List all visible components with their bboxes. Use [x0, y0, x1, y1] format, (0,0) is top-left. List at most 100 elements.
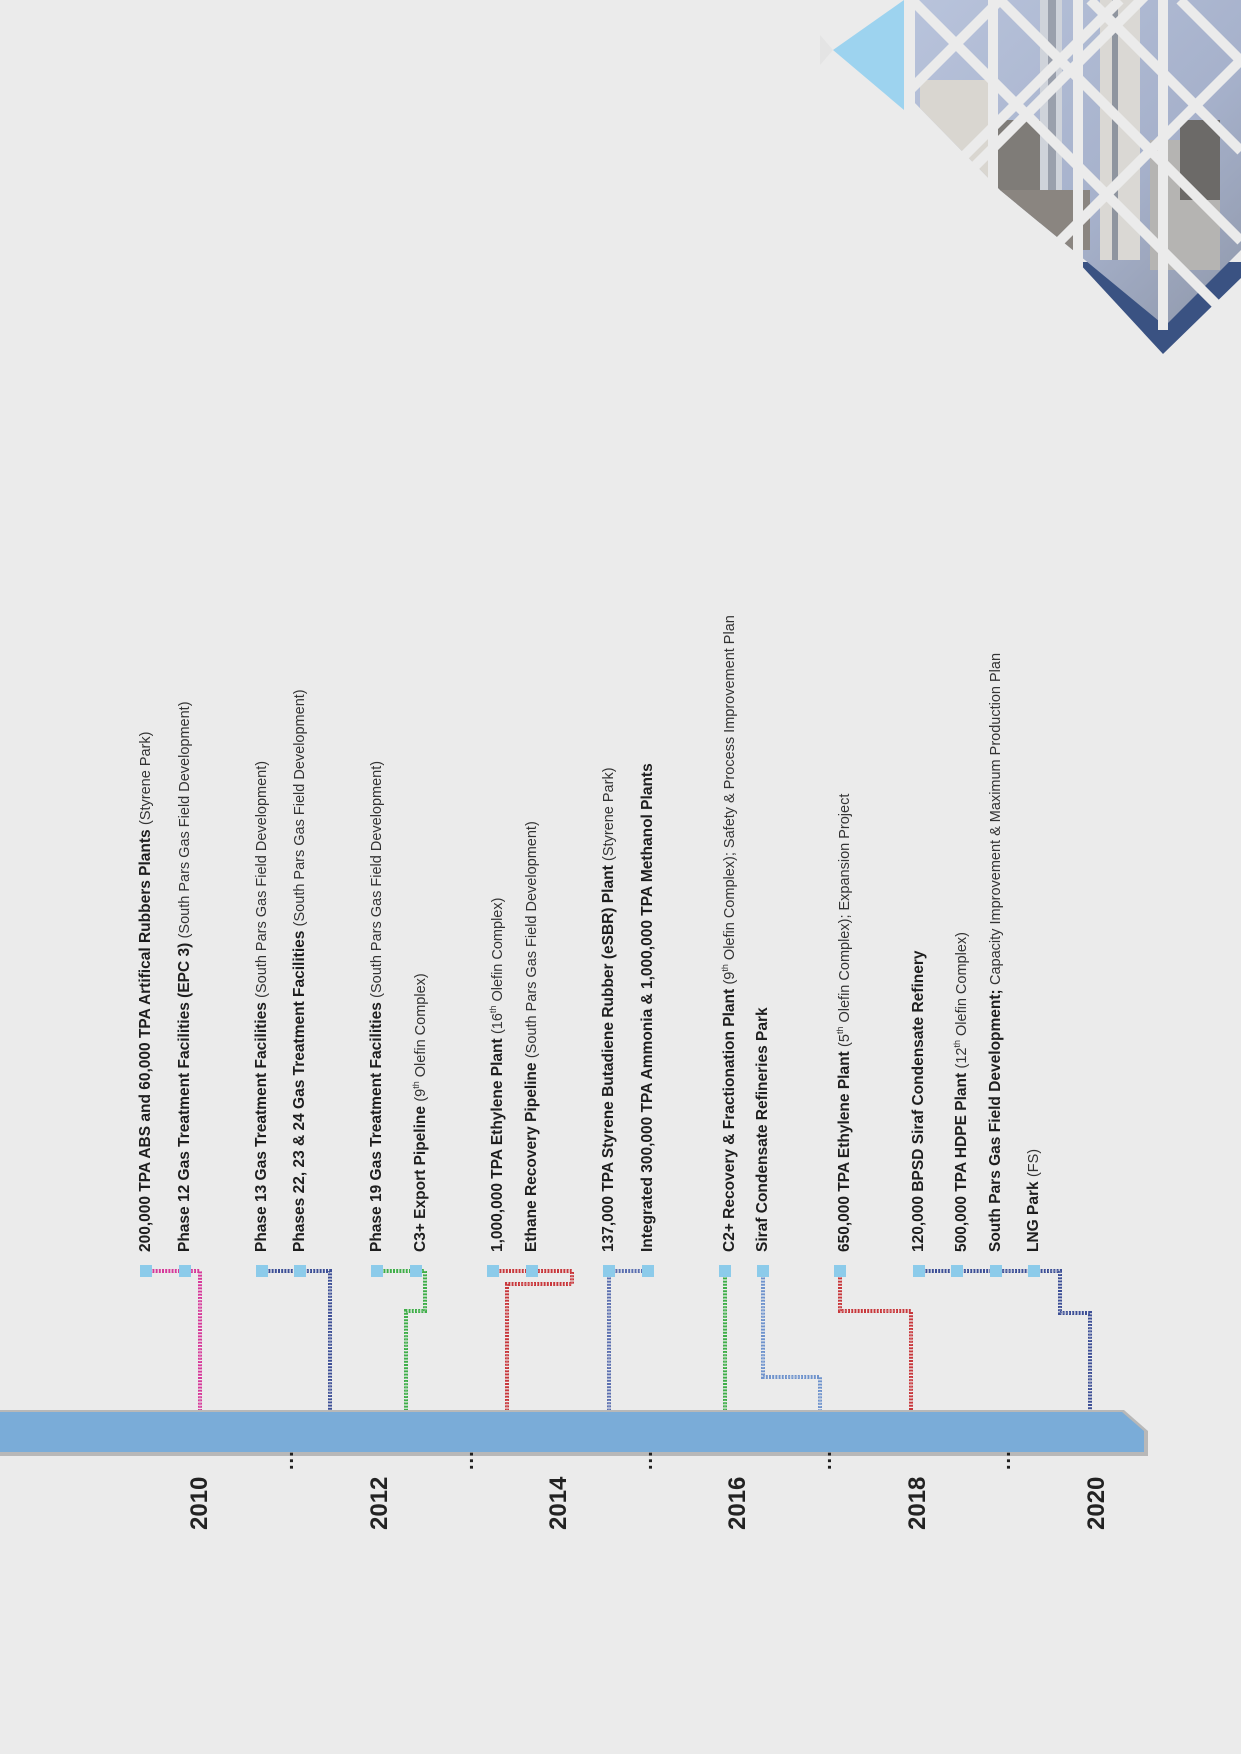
project-marker: [951, 1265, 963, 1277]
year-label: 2010: [186, 1476, 213, 1530]
project-name: Integrated 300,000 TPA Ammonia & 1,000,0…: [639, 763, 656, 1252]
project-marker: [603, 1265, 615, 1277]
project-entry: C2+ Recovery & Fractionation Plant (9th …: [715, 615, 740, 1252]
project-detail: (South Pars Gas Field Development): [369, 760, 385, 998]
project-marker: [256, 1265, 268, 1277]
connector-line-highlight: [146, 1270, 201, 1410]
project-name: Phase 19 Gas Treatment Facilities: [368, 1002, 385, 1252]
connector-line: [493, 1269, 574, 1410]
project-marker: [371, 1265, 383, 1277]
project-entry: 500,000 TPA HDPE Plant (12th Olefin Comp…: [947, 932, 972, 1252]
project-entry: Phase 12 Gas Treatment Facilities (EPC 3…: [175, 701, 195, 1252]
connector-line: [262, 1269, 332, 1410]
connector-line-highlight: [919, 1270, 1091, 1410]
project-entry: Ethane Recovery Pipeline (South Pars Gas…: [522, 821, 542, 1252]
project-detail-suffix: Olefin Complex); Safety & Process Improv…: [721, 615, 738, 965]
year-label: 2020: [1083, 1476, 1110, 1530]
project-name: Ethane Recovery Pipeline: [523, 1062, 540, 1252]
project-name: C2+ Recovery & Fractionation Plant: [720, 988, 738, 1252]
project-detail: (South Pars Gas Field Development): [254, 760, 270, 998]
project-marker: [179, 1265, 191, 1277]
project-detail: Capacity Improvement & Maximum Productio…: [988, 652, 1004, 985]
connector-line: [607, 1269, 648, 1410]
project-marker: [526, 1265, 538, 1277]
project-name: Phase 13 Gas Treatment Facilities: [253, 1002, 270, 1252]
timeline-bar: [0, 1412, 1144, 1452]
project-entry: 1,000,000 TPA Ethylene Plant (16th Olefi…: [483, 898, 508, 1252]
connector-line: [146, 1269, 202, 1410]
project-detail: (FS): [1026, 1148, 1042, 1178]
project-marker: [294, 1265, 306, 1277]
project-entry: 650,000 TPA Ethylene Plant (5th Olefin C…: [830, 794, 855, 1252]
project-detail-suffix: Olefin Complex): [412, 973, 429, 1082]
project-marker: [757, 1265, 769, 1277]
project-detail: (12th Olefin Complex): [952, 932, 970, 1069]
connector-line: [761, 1271, 822, 1410]
project-detail: (9th Olefin Complex): [411, 973, 429, 1102]
project-entry: C3+ Export Pipeline (9th Olefin Complex): [406, 973, 431, 1252]
ellipsis-label: ...: [814, 1450, 836, 1470]
project-detail: (5th Olefin Complex); Expansion Project: [835, 794, 853, 1047]
ordinal-suffix: th: [488, 1005, 498, 1014]
project-detail: (South Pars Gas Field Development): [524, 821, 540, 1059]
project-entry: South Pars Gas Field Development; Capaci…: [986, 653, 1006, 1252]
year-label: 2014: [545, 1476, 572, 1530]
project-entry: Siraf Condensate Refineries Park: [753, 1007, 773, 1252]
connector-line-highlight: [262, 1270, 331, 1410]
project-detail-suffix: Olefin Complex): [489, 897, 506, 1006]
ellipsis-label: ...: [456, 1450, 478, 1470]
connector-line: [838, 1271, 913, 1410]
connector-line-highlight: [762, 1271, 821, 1410]
project-entry: Phase 19 Gas Treatment Facilities (South…: [367, 761, 387, 1252]
project-detail-prefix: (9: [721, 971, 738, 985]
project-detail-prefix: (9: [412, 1088, 429, 1102]
project-name: C3+ Export Pipeline: [411, 1105, 429, 1252]
project-marker: [140, 1265, 152, 1277]
connector-line: [919, 1269, 1092, 1410]
project-detail-suffix: Olefin Complex): [953, 932, 970, 1041]
project-detail: (Styrene Park): [138, 731, 154, 826]
project-name: 1,000,000 TPA Ethylene Plant: [488, 1038, 506, 1252]
project-marker: [719, 1265, 731, 1277]
project-detail: (South Pars Gas Field Development): [177, 701, 193, 939]
project-detail-prefix: (5: [836, 1034, 853, 1047]
connector-line-highlight: [377, 1270, 426, 1410]
ordinal-suffix: th: [411, 1081, 421, 1089]
project-marker: [834, 1265, 846, 1277]
project-detail: (Styrene Park): [601, 767, 617, 861]
lattice-lines: [896, 0, 1241, 374]
project-entry: Integrated 300,000 TPA Ammonia & 1,000,0…: [638, 763, 658, 1252]
project-name: Phases 22, 23 & 24 Gas Treatment Facilit…: [291, 930, 308, 1252]
project-name: 137,000 TPA Styrene Butadiene Rubber (eS…: [600, 865, 617, 1252]
project-detail: (South Pars Gas Field Development): [292, 689, 308, 927]
project-marker: [410, 1265, 422, 1277]
connector-line-highlight: [608, 1270, 648, 1410]
project-entry: Phase 13 Gas Treatment Facilities (South…: [252, 761, 272, 1252]
project-name: 650,000 TPA Ethylene Plant: [835, 1051, 853, 1252]
year-label: 2012: [366, 1476, 393, 1530]
project-entry: Phases 22, 23 & 24 Gas Treatment Facilit…: [290, 689, 310, 1252]
ellipsis-label: ...: [993, 1450, 1015, 1470]
connector-line: [377, 1269, 427, 1410]
project-entry: 200,000 TPA ABS and 60,000 TPA Artifical…: [136, 732, 156, 1252]
project-name: 200,000 TPA ABS and 60,000 TPA Artifical…: [137, 829, 154, 1252]
project-marker: [990, 1265, 1002, 1277]
project-marker: [487, 1265, 499, 1277]
project-name: Phase 12 Gas Treatment Facilities (EPC 3…: [176, 942, 193, 1252]
project-name: 500,000 TPA HDPE Plant: [952, 1072, 970, 1252]
ellipsis-label: ...: [276, 1450, 298, 1470]
year-label: 2018: [904, 1476, 931, 1530]
project-marker: [913, 1265, 925, 1277]
connector-line-highlight: [493, 1270, 573, 1410]
project-detail-prefix: (16: [489, 1013, 506, 1035]
ordinal-suffix: th: [720, 964, 730, 972]
project-name: Siraf Condensate Refineries Park: [754, 1007, 771, 1252]
project-detail-prefix: (12: [953, 1047, 970, 1069]
ordinal-suffix: th: [952, 1040, 962, 1048]
project-marker: [1028, 1265, 1040, 1277]
ordinal-suffix: th: [835, 1026, 845, 1035]
project-entry: 120,000 BPSD Siraf Condensate Refinery: [909, 950, 929, 1252]
project-name: LNG Park: [1025, 1181, 1042, 1252]
